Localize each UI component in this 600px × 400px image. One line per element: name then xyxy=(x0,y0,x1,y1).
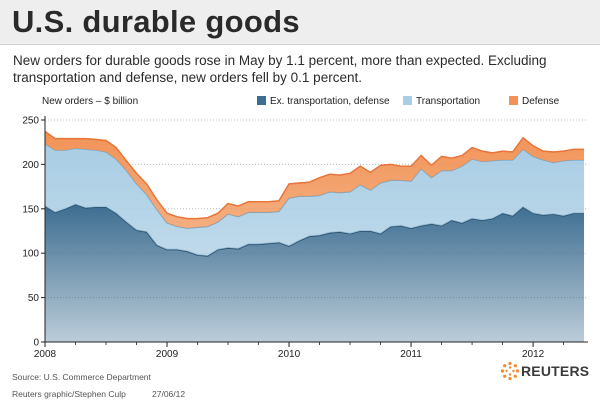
x-tick-label-2012: 2012 xyxy=(522,349,545,360)
legend-label-transportation: Transportation xyxy=(416,96,480,107)
y-tick-label-0: 0 xyxy=(33,338,39,349)
legend-label-ex-transportation: Ex. transportation, defense xyxy=(270,96,390,107)
area-defense xyxy=(45,131,584,229)
y-tick-label-250: 250 xyxy=(22,116,39,127)
chart-subtitle: New orders for durable goods rose in May… xyxy=(13,53,547,85)
legend-swatch-defense xyxy=(509,96,518,105)
reuters-dots-icon xyxy=(500,361,520,381)
legend-swatch-ex-transportation xyxy=(257,96,266,105)
stacked-areas xyxy=(44,130,584,342)
x-tick-label-2009: 2009 xyxy=(156,349,179,360)
source-note: Source: U.S. Commerce Department xyxy=(12,372,151,382)
series-top-outline xyxy=(44,130,584,220)
y-tick-label-150: 150 xyxy=(22,204,39,215)
x-tick-labels: 2008 2009 2010 2011 2012 xyxy=(34,342,564,360)
legend: Ex. transportation, defense Transportatio… xyxy=(257,96,560,107)
y-tick-label-50: 50 xyxy=(28,293,40,304)
graphic-credit: Reuters graphic/Stephen Culp xyxy=(12,389,126,399)
area-ex-transportation xyxy=(45,204,584,342)
x-tick-label-2008: 2008 xyxy=(34,349,57,360)
x-tick-label-2011: 2011 xyxy=(400,349,422,360)
reuters-logo: REUTERS xyxy=(500,360,592,382)
legend-label-defense: Defense xyxy=(522,96,560,107)
title-bar: U.S. durable goods xyxy=(0,0,600,45)
y-tick-labels: 0 50 100 150 200 250 xyxy=(22,116,45,349)
y-axis-label: New orders – $ billion xyxy=(42,96,138,107)
y-tick-label-200: 200 xyxy=(22,160,39,171)
area-transportation xyxy=(45,144,584,256)
y-tick-label-100: 100 xyxy=(22,249,39,260)
reuters-logo-text: REUTERS xyxy=(521,363,590,379)
axes xyxy=(44,116,588,343)
x-tick-label-2010: 2010 xyxy=(278,349,301,360)
legend-swatch-transportation xyxy=(403,96,412,105)
chart-title: U.S. durable goods xyxy=(12,4,300,39)
graphic-date: 27/06/12 xyxy=(152,389,186,399)
